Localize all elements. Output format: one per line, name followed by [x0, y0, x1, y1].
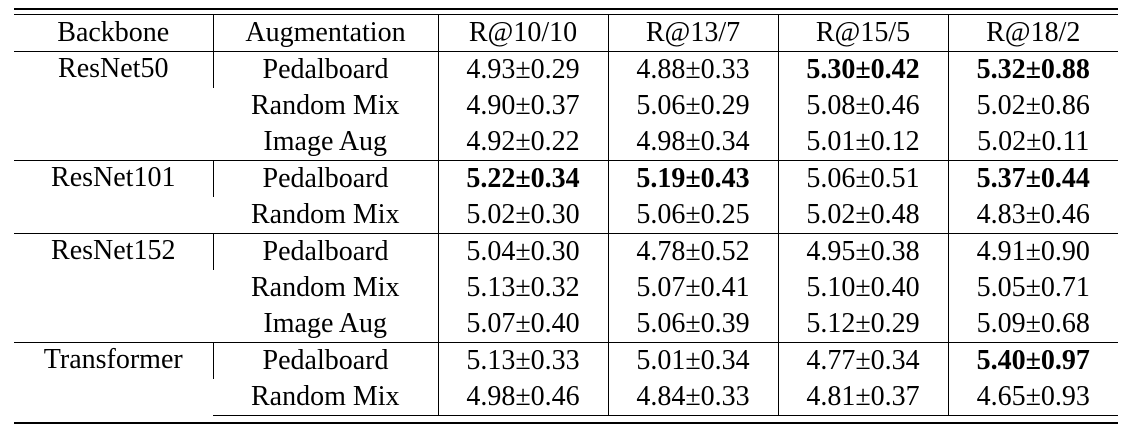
augmentation-cell: Pedalboard — [212, 233, 438, 270]
backbone-cell: ResNet50 — [14, 51, 213, 161]
metric-cell: 5.02±0.86 — [947, 88, 1118, 124]
table-row: ResNet50 Pedalboard 4.93±0.29 4.88±0.33 5.30… — [14, 51, 1118, 161]
metric-cell: 5.08±0.46 — [777, 88, 948, 124]
table-row: Image Aug 5.07±0.40 5.06±0.39 5.12±0.29 5.09… — [14, 306, 1118, 343]
augmentation-cell: Random Mix — [250, 90, 400, 121]
metric-cell: 5.13±0.32 — [437, 270, 608, 306]
table-row: ResNet152 Pedalboard 5.04±0.30 4.78±0.52 4.9… — [14, 233, 1118, 343]
metric-cell: 5.30±0.42 — [777, 51, 948, 88]
augmentation-cell: Random Mix — [250, 199, 400, 230]
table-row: Random Mix 4.90±0.37 5.06±0.29 5.08±0.46 5.0… — [14, 88, 1118, 124]
bottom-rule — [14, 422, 1118, 424]
metric-cell: 4.90±0.37 — [437, 88, 608, 124]
metric-cell: 5.06±0.25 — [607, 197, 778, 234]
metric-cell: 5.32±0.88 — [947, 51, 1118, 88]
header-r18-2: R@18/2 — [947, 14, 1118, 52]
metric-cell: 5.02±0.11 — [947, 124, 1118, 161]
results-table: Backbone Augmentation R@10/10 R@13/7 R@1… — [14, 14, 1118, 416]
metric-cell: 4.88±0.33 — [607, 51, 778, 88]
augmentation-cell: Pedalboard — [212, 342, 438, 379]
table-row: Random Mix 5.13±0.32 5.07±0.41 5.10±0.40 5.0… — [14, 270, 1118, 306]
augmentation-cell: Random Mix — [250, 272, 400, 303]
metric-cell: 5.09±0.68 — [947, 306, 1118, 343]
metric-cell: 4.93±0.29 — [437, 51, 608, 88]
metric-cell: 5.06±0.51 — [777, 160, 948, 197]
metric-cell: 5.01±0.34 — [607, 342, 778, 379]
metric-cell: 5.07±0.41 — [607, 270, 778, 306]
augmentation-cell: Pedalboard — [212, 160, 438, 197]
metric-cell: 5.22±0.34 — [437, 160, 608, 197]
metric-cell: 4.84±0.33 — [607, 379, 778, 416]
metric-cell: 5.12±0.29 — [777, 306, 948, 343]
header-row: Backbone Augmentation R@10/10 R@13/7 R@1… — [14, 14, 1118, 52]
table-row: ResNet101 Pedalboard 5.22±0.34 5.19±0.43 5.0… — [14, 160, 1118, 234]
backbone-cell: ResNet101 — [14, 160, 213, 234]
augmentation-cell: Image Aug — [263, 308, 388, 339]
metric-cell: 4.98±0.34 — [607, 124, 778, 161]
metric-cell: 4.81±0.37 — [777, 379, 948, 416]
metric-cell: 4.98±0.46 — [437, 379, 608, 416]
metric-cell: 5.10±0.40 — [777, 270, 948, 306]
metric-cell: 4.77±0.34 — [777, 342, 948, 379]
augmentation-cell: Pedalboard — [212, 51, 438, 88]
metric-cell: 4.78±0.52 — [607, 233, 778, 270]
header-r15-5: R@15/5 — [777, 14, 948, 52]
metric-cell: 5.06±0.39 — [607, 306, 778, 343]
results-table-container: Backbone Augmentation R@10/10 R@13/7 R@1… — [14, 8, 1118, 424]
table-row: Random Mix 4.98±0.46 4.84±0.33 4.81±0.37 4.6… — [14, 379, 1118, 416]
backbone-cell: ResNet152 — [14, 233, 213, 343]
metric-cell: 5.19±0.43 — [607, 160, 778, 197]
metric-cell: 5.13±0.33 — [437, 342, 608, 379]
augmentation-cell: Random Mix — [213, 379, 438, 416]
header-augmentation: Augmentation — [212, 14, 438, 52]
table-row: Transformer Pedalboard 5.13±0.33 5.01±0.34 4… — [14, 342, 1118, 416]
metric-cell: 5.02±0.30 — [437, 197, 608, 234]
metric-cell: 4.92±0.22 — [437, 124, 608, 161]
metric-cell: 5.37±0.44 — [947, 160, 1118, 197]
metric-cell: 5.07±0.40 — [437, 306, 608, 343]
header-r13-7: R@13/7 — [607, 14, 778, 52]
top-rule — [14, 8, 1118, 10]
header-backbone: Backbone — [57, 17, 170, 48]
header-r10-10: R@10/10 — [437, 14, 608, 52]
metric-cell: 4.83±0.46 — [947, 197, 1118, 234]
table-body: ResNet50 Pedalboard 4.93±0.29 4.88±0.33 5.30… — [14, 51, 1118, 416]
metric-cell: 5.05±0.71 — [947, 270, 1118, 306]
metric-cell: 5.06±0.29 — [607, 88, 778, 124]
augmentation-cell: Image Aug — [263, 126, 388, 157]
table-row: Random Mix 5.02±0.30 5.06±0.25 5.02±0.48 4.8… — [14, 197, 1118, 234]
metric-cell: 5.02±0.48 — [777, 197, 948, 234]
metric-cell: 5.40±0.97 — [947, 342, 1118, 379]
metric-cell: 5.04±0.30 — [437, 233, 608, 270]
metric-cell: 5.01±0.12 — [777, 124, 948, 161]
backbone-cell: Transformer — [14, 342, 213, 416]
table-row: Image Aug 4.92±0.22 4.98±0.34 5.01±0.12 5.02… — [14, 124, 1118, 161]
metric-cell: 4.65±0.93 — [947, 379, 1118, 416]
metric-cell: 4.91±0.90 — [947, 233, 1118, 270]
metric-cell: 4.95±0.38 — [777, 233, 948, 270]
